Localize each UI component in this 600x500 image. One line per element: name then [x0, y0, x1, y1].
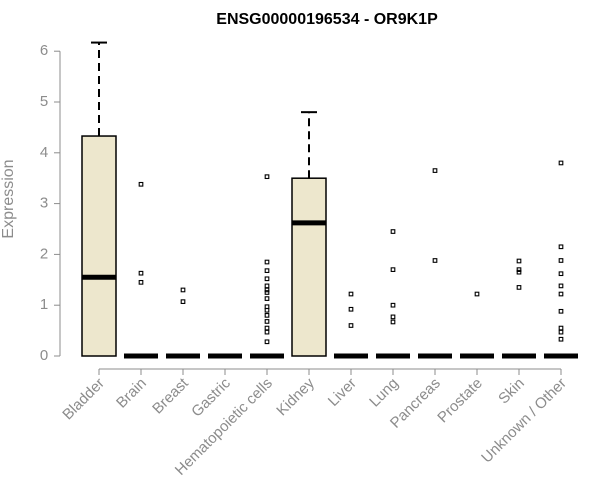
outlier-point	[390, 302, 396, 308]
outlier-point	[180, 299, 186, 304]
outlier-point	[264, 268, 270, 274]
outlier-point	[558, 308, 564, 314]
outlier-point	[264, 296, 270, 301]
y-tick-label: 2	[40, 245, 48, 262]
box-group	[124, 181, 158, 359]
y-tick-label: 6	[40, 42, 48, 59]
box-group	[502, 258, 536, 359]
box-body	[291, 177, 327, 357]
outlier-point	[390, 314, 396, 320]
x-tick-label: Liver	[325, 375, 360, 410]
outlier-point	[138, 270, 144, 276]
outlier-point	[348, 291, 354, 297]
y-tick-label: 5	[40, 93, 48, 110]
box-group	[81, 41, 117, 357]
x-tick-label: Kidney	[273, 374, 318, 419]
outlier-point	[390, 319, 396, 325]
y-axis-label: Expression	[0, 159, 17, 238]
outlier-point	[474, 291, 480, 297]
box-group	[334, 291, 368, 359]
outlier-point	[180, 287, 186, 293]
outlier-point	[264, 313, 270, 318]
outlier-point	[264, 339, 270, 345]
y-tick-label: 4	[40, 144, 48, 161]
outlier-point	[516, 269, 522, 275]
x-tick-label: Skin	[495, 375, 528, 408]
y-tick-label: 3	[40, 195, 48, 212]
outlier-point	[264, 283, 270, 289]
box-group	[291, 111, 327, 357]
outlier-point	[390, 229, 396, 234]
outlier-point	[138, 181, 144, 187]
outlier-point	[138, 279, 144, 285]
outlier-point	[264, 325, 270, 331]
x-tick-label: Bladder	[59, 375, 108, 424]
box-group	[250, 174, 284, 359]
outlier-point	[558, 336, 564, 342]
x-tick-label: Lung	[366, 375, 402, 411]
y-tick-label: 0	[40, 347, 48, 364]
outlier-point	[264, 290, 270, 295]
outlier-point	[558, 325, 564, 331]
outlier-point	[558, 271, 564, 277]
x-tick-label: Prostate	[434, 375, 486, 427]
box-group	[544, 160, 578, 359]
plot-area	[81, 41, 578, 359]
outlier-point	[558, 244, 564, 250]
outlier-point	[558, 283, 564, 289]
outlier-point	[432, 168, 438, 173]
outlier-point	[264, 174, 270, 180]
outlier-point	[558, 160, 564, 166]
box-body	[81, 135, 117, 357]
outlier-point	[264, 276, 270, 282]
y-tick-label: 1	[40, 296, 48, 313]
outlier-point	[264, 259, 270, 265]
outlier-point	[516, 285, 522, 290]
outlier-point	[264, 287, 270, 293]
box-group	[376, 229, 410, 359]
outlier-point	[264, 319, 270, 324]
outlier-point	[264, 307, 270, 313]
outlier-point	[558, 291, 564, 297]
outlier-point	[516, 258, 522, 264]
x-tick-label: Breast	[149, 374, 192, 417]
outlier-point	[558, 258, 564, 263]
chart-title: ENSG00000196534 - OR9K1P	[216, 11, 438, 28]
x-tick-label: Brain	[113, 375, 150, 412]
outlier-point	[390, 267, 396, 272]
outlier-point	[348, 323, 354, 328]
box-group	[166, 287, 200, 359]
box-group	[460, 291, 494, 359]
box-group	[418, 168, 452, 359]
outlier-point	[264, 329, 270, 335]
outlier-point	[516, 267, 522, 272]
outlier-point	[558, 329, 564, 335]
outlier-point	[432, 258, 438, 263]
outlier-point	[348, 306, 354, 312]
